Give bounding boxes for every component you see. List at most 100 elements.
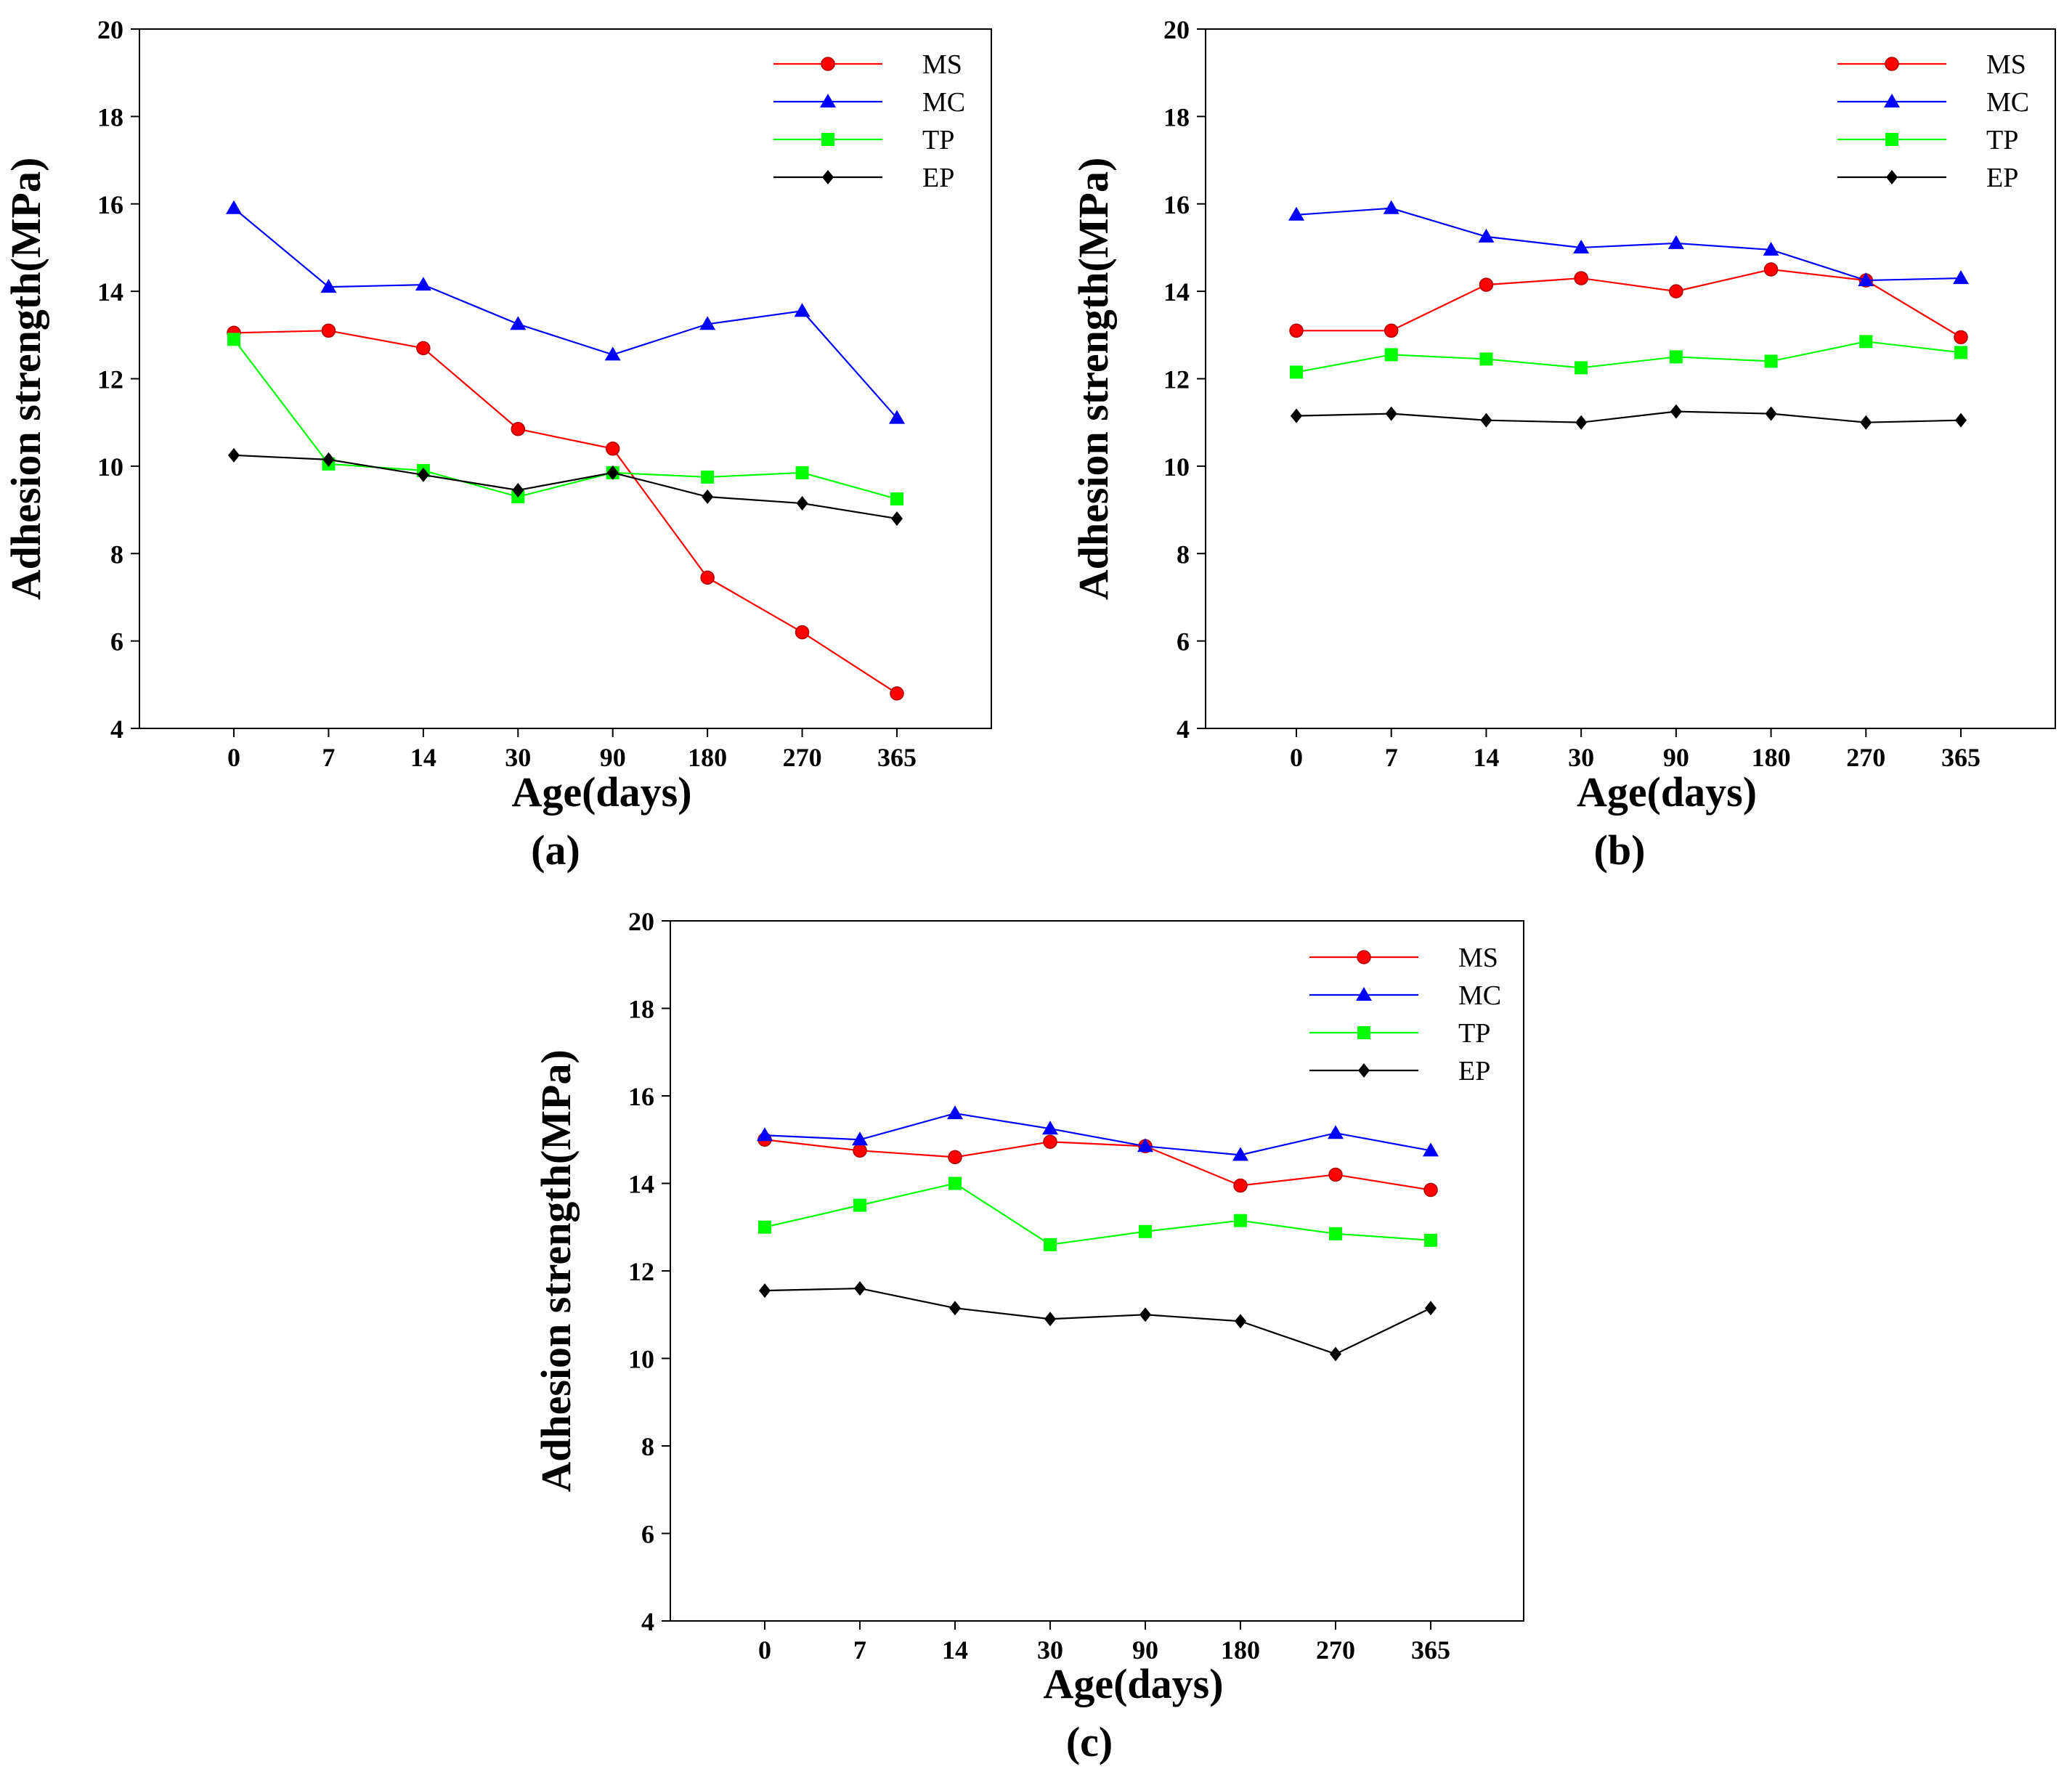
data-point-ms bbox=[1384, 323, 1399, 338]
x-tick-label: 180 bbox=[1752, 743, 1791, 772]
data-point-mc bbox=[757, 1127, 773, 1142]
legend-marker-ep bbox=[1358, 1063, 1370, 1078]
y-tick-label: 12 bbox=[1163, 365, 1190, 394]
data-point-ep bbox=[322, 452, 335, 467]
legend-label-mc: MC bbox=[1458, 980, 1501, 1011]
y-tick-label: 6 bbox=[1177, 627, 1190, 657]
y-tick-label: 20 bbox=[1163, 15, 1190, 44]
data-point-ep bbox=[1235, 1314, 1246, 1329]
x-tick-label: 270 bbox=[1316, 1635, 1355, 1665]
data-point-mc bbox=[415, 277, 431, 291]
series-mc bbox=[226, 200, 905, 424]
data-point-ep bbox=[1480, 412, 1492, 428]
data-point-mc bbox=[1328, 1125, 1344, 1139]
plot-frame bbox=[1205, 28, 2056, 729]
y-axis-title: Adhesion strength(MPa) bbox=[532, 1049, 580, 1492]
x-tick-label: 365 bbox=[1411, 1635, 1450, 1665]
legend-marker-tp bbox=[1357, 1026, 1370, 1039]
x-tick-label: 0 bbox=[1290, 743, 1303, 772]
data-point-ep bbox=[606, 465, 619, 480]
y-tick-label: 4 bbox=[110, 715, 123, 744]
y-tick-label: 16 bbox=[628, 1082, 654, 1111]
y-tick-label: 8 bbox=[1177, 540, 1190, 569]
data-point-mc bbox=[794, 303, 810, 317]
legend-label-ms: MS bbox=[1458, 943, 1498, 973]
legend-marker-mc bbox=[1884, 94, 1900, 107]
data-point-tp bbox=[758, 1220, 771, 1234]
data-point-mc bbox=[1667, 235, 1684, 249]
data-point-mc bbox=[1042, 1121, 1058, 1135]
legend-marker-tp bbox=[1885, 133, 1898, 146]
data-point-mc bbox=[1478, 228, 1495, 243]
series-tp bbox=[227, 333, 903, 506]
data-point-ep bbox=[1139, 1307, 1151, 1322]
series-line-mc bbox=[1296, 207, 1962, 282]
data-point-ep bbox=[512, 482, 524, 497]
data-point-tp bbox=[1290, 365, 1303, 379]
x-tick-label: 270 bbox=[1846, 743, 1885, 772]
data-point-ep bbox=[1330, 1346, 1341, 1362]
legend-label-ep: EP bbox=[1986, 163, 2018, 193]
x-tick-label: 30 bbox=[1037, 1635, 1063, 1665]
data-point-mc bbox=[320, 279, 337, 293]
data-point-tp bbox=[948, 1176, 962, 1190]
y-tick-label: 14 bbox=[1163, 277, 1190, 306]
x-tick-label: 14 bbox=[410, 743, 436, 772]
data-point-tp bbox=[1234, 1214, 1247, 1227]
data-point-ep bbox=[1670, 404, 1682, 419]
data-point-tp bbox=[1669, 350, 1683, 364]
x-tick-label: 270 bbox=[783, 743, 822, 772]
data-point-ms bbox=[416, 341, 431, 356]
series-ep bbox=[1291, 404, 1967, 430]
y-tick-label: 4 bbox=[641, 1607, 654, 1636]
x-tick-label: 7 bbox=[1385, 743, 1398, 772]
series-ms bbox=[227, 323, 904, 701]
series-line-tp bbox=[764, 1182, 1431, 1245]
panel-label: (c) bbox=[1066, 1718, 1113, 1765]
data-point-mc bbox=[1383, 200, 1399, 214]
data-point-mc bbox=[604, 346, 621, 361]
y-tick-label: 6 bbox=[641, 1520, 654, 1549]
data-point-mc bbox=[226, 200, 242, 214]
series-line-tp bbox=[233, 338, 898, 500]
data-point-ms bbox=[1233, 1178, 1248, 1193]
legend: MS MC TP EP bbox=[1837, 49, 2029, 193]
panel-label: (b) bbox=[1594, 826, 1646, 874]
y-tick-label: 10 bbox=[628, 1345, 654, 1374]
data-point-tp bbox=[1859, 335, 1873, 349]
data-point-ms bbox=[1574, 271, 1588, 285]
x-axis-title: Age(days) bbox=[1043, 1660, 1223, 1707]
legend-marker-mc bbox=[820, 94, 836, 107]
data-point-tp bbox=[795, 466, 809, 479]
data-point-ms bbox=[1669, 284, 1683, 298]
y-tick-label: 18 bbox=[97, 102, 123, 131]
data-point-mc bbox=[510, 316, 527, 330]
x-tick-label: 180 bbox=[1221, 1635, 1260, 1665]
x-tick-label: 0 bbox=[227, 743, 240, 772]
data-point-ep bbox=[759, 1283, 771, 1298]
legend-marker-ms bbox=[1357, 950, 1371, 964]
series-line-tp bbox=[1296, 341, 1962, 373]
legend-marker-mc bbox=[1356, 987, 1372, 1001]
series-line-ep bbox=[1296, 410, 1962, 423]
data-point-ep bbox=[1385, 406, 1397, 421]
legend-marker-ms bbox=[1885, 57, 1899, 71]
data-point-tp bbox=[1329, 1227, 1342, 1240]
series-line-mc bbox=[233, 207, 898, 419]
data-point-mc bbox=[1137, 1138, 1153, 1153]
series-line-mc bbox=[764, 1112, 1431, 1156]
y-tick-label: 6 bbox=[110, 627, 123, 657]
chart-panel-3: 4 6 8 10 12 14 16 18 20 0 7 14 30 90 180 270 365 Age(days… bbox=[532, 907, 1524, 1765]
x-tick-label: 365 bbox=[1941, 743, 1980, 772]
data-point-mc bbox=[1288, 206, 1304, 221]
legend-label-mc: MC bbox=[1986, 87, 2029, 118]
series-line-ms bbox=[233, 330, 898, 694]
data-point-tp bbox=[701, 470, 715, 484]
data-point-ep bbox=[1765, 406, 1777, 421]
data-point-ep bbox=[1425, 1301, 1437, 1316]
legend-label-tp: TP bbox=[1458, 1018, 1490, 1049]
x-tick-label: 14 bbox=[1473, 743, 1499, 772]
data-point-mc bbox=[852, 1131, 868, 1146]
panel-label: (a) bbox=[531, 826, 580, 874]
